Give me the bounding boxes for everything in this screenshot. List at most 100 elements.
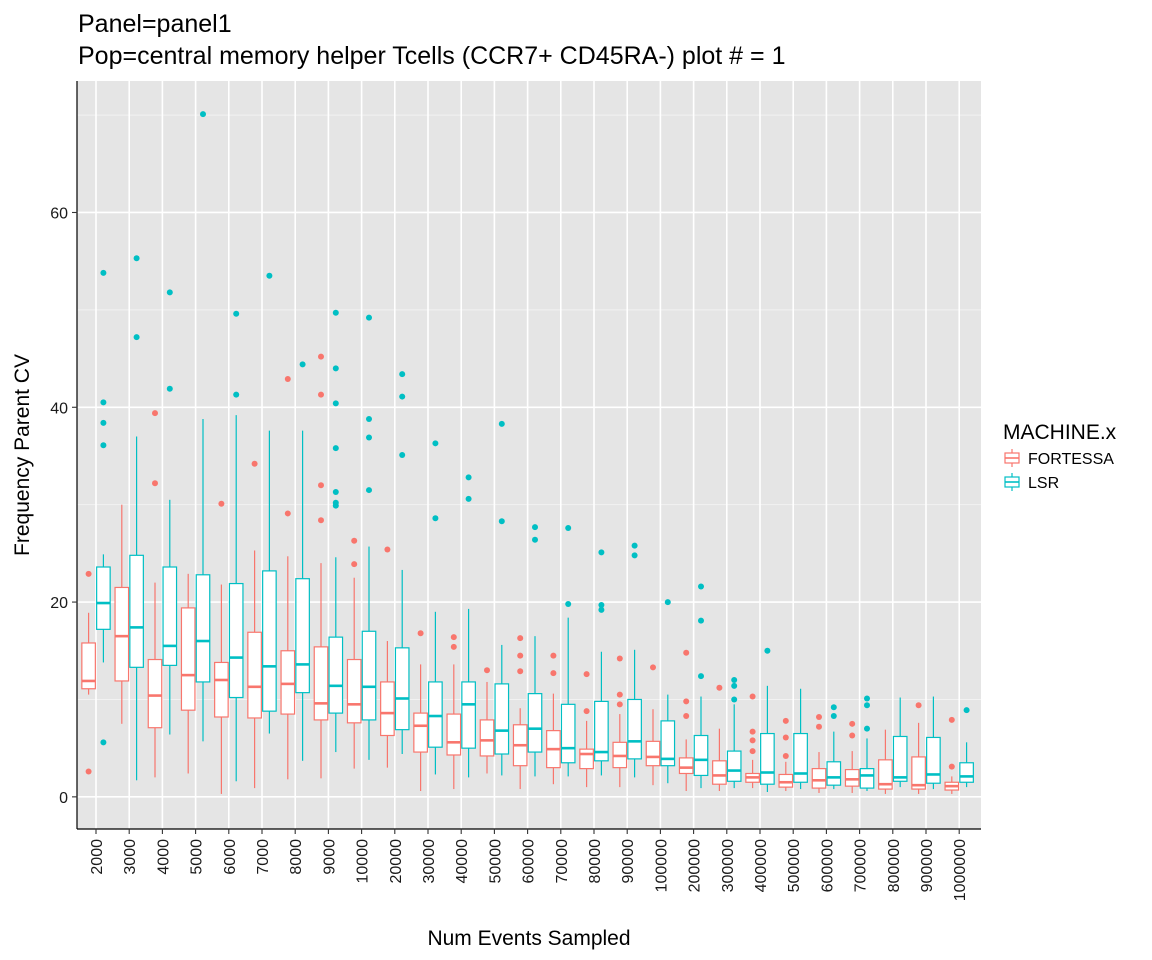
iqr-box (346, 658, 362, 724)
iqr-box (262, 570, 277, 712)
iqr-box (494, 683, 510, 755)
outlier-point (616, 701, 623, 708)
x-tick-label: 800000 (886, 839, 903, 892)
box-fortessa-90000 (612, 655, 628, 788)
outlier-point (498, 518, 505, 525)
outlier-point (133, 255, 140, 262)
box-fortessa-700000 (844, 720, 860, 793)
outlier-point (830, 704, 837, 711)
y-tick-label: 60 (50, 205, 68, 222)
outlier-point (782, 752, 789, 759)
box-lsr-30000 (428, 440, 443, 775)
outlier-point (698, 583, 704, 590)
x-tick-label: 3000 (122, 839, 139, 875)
outlier-point (351, 537, 358, 544)
outlier-point (233, 391, 240, 398)
outlier-point (432, 440, 439, 447)
y-ticks: 0 20 40 60 (50, 205, 77, 807)
x-tick-label: 30000 (421, 839, 438, 884)
outlier-point (816, 723, 822, 730)
x-tick-label: 200000 (687, 839, 704, 892)
x-tick-label: 20000 (388, 839, 405, 884)
outlier-point (782, 717, 789, 724)
iqr-box (678, 757, 694, 775)
iqr-box (560, 703, 576, 764)
outlier-point (318, 517, 324, 524)
outlier-point (583, 708, 590, 715)
iqr-box (778, 773, 794, 788)
outlier-point (864, 695, 870, 702)
iqr-box (627, 698, 642, 760)
outlier-point (698, 673, 704, 680)
outlier-point (152, 410, 158, 417)
iqr-box (162, 566, 178, 666)
iqr-box (579, 748, 594, 770)
outlier-point (366, 314, 372, 321)
iqr-box (81, 642, 96, 690)
outlier-point (764, 647, 771, 654)
outlier-point (616, 655, 623, 662)
box-lsr-8000 (295, 361, 310, 761)
box-fortessa-3000 (114, 504, 130, 724)
outlier-point (85, 768, 92, 775)
box-lsr-900000 (926, 696, 941, 790)
box-fortessa-9000 (313, 353, 329, 779)
iqr-box (594, 700, 609, 762)
iqr-box (328, 636, 344, 714)
x-ticks: 2000 3000 4000 5000 6000 7000 8000 9000 10000 200… (89, 829, 969, 901)
outlier-point (399, 452, 406, 458)
box-lsr-10000 (361, 314, 377, 760)
box-fortessa-70000 (546, 652, 561, 785)
legend-label-fortessa: FORTESSA (1028, 451, 1114, 468)
iqr-box (712, 760, 727, 785)
outlier-point (683, 698, 690, 705)
box-fortessa-900000 (911, 702, 926, 794)
box-fortessa-400000 (745, 693, 760, 789)
iqr-box (446, 713, 462, 756)
x-tick-label: 5000 (189, 839, 206, 875)
grid-layer (77, 81, 981, 829)
outlier-point (915, 702, 922, 709)
series-fortessa (81, 353, 960, 794)
x-tick-label: 8000 (288, 839, 305, 875)
x-tick-label: 50000 (487, 839, 504, 884)
x-tick-label: 90000 (620, 839, 637, 884)
outlier-point (731, 682, 738, 689)
outlier-point (318, 391, 324, 398)
box-lsr-70000 (560, 525, 576, 777)
box-layer (81, 111, 974, 794)
outlier-point (550, 652, 557, 659)
iqr-box (180, 607, 196, 711)
iqr-box (892, 735, 908, 782)
outlier-point (166, 385, 173, 392)
x-tick-label: 500000 (786, 839, 803, 892)
x-tick-label: 70000 (554, 839, 571, 884)
y-tick-label: 20 (50, 595, 68, 612)
outlier-point (465, 474, 472, 481)
box-fortessa-100000 (645, 664, 661, 786)
outlier-point (200, 111, 206, 118)
outlier-point (366, 434, 372, 441)
outlier-point (332, 400, 339, 407)
iqr-box (129, 554, 144, 668)
outlier-point (948, 763, 955, 770)
x-tick-label: 40000 (454, 839, 471, 884)
iqr-box (96, 566, 111, 630)
outlier-point (100, 399, 107, 406)
outlier-point (782, 734, 789, 741)
outlier-point (532, 524, 538, 531)
outlier-point (631, 552, 638, 559)
box-fortessa-6000 (214, 500, 229, 794)
box-lsr-1000000 (959, 707, 974, 788)
outlier-point (683, 649, 690, 656)
legend-title: MACHINE.x (1003, 421, 1117, 444)
outlier-point (332, 499, 339, 506)
iqr-box (479, 719, 495, 757)
box-fortessa-10000 (346, 537, 362, 769)
outlier-point (616, 691, 623, 698)
outlier-point (583, 671, 590, 678)
outlier-point (399, 371, 406, 378)
iqr-box (760, 732, 775, 785)
chart-subtitle: Pop=central memory helper Tcells (CCR7+ … (78, 42, 785, 70)
